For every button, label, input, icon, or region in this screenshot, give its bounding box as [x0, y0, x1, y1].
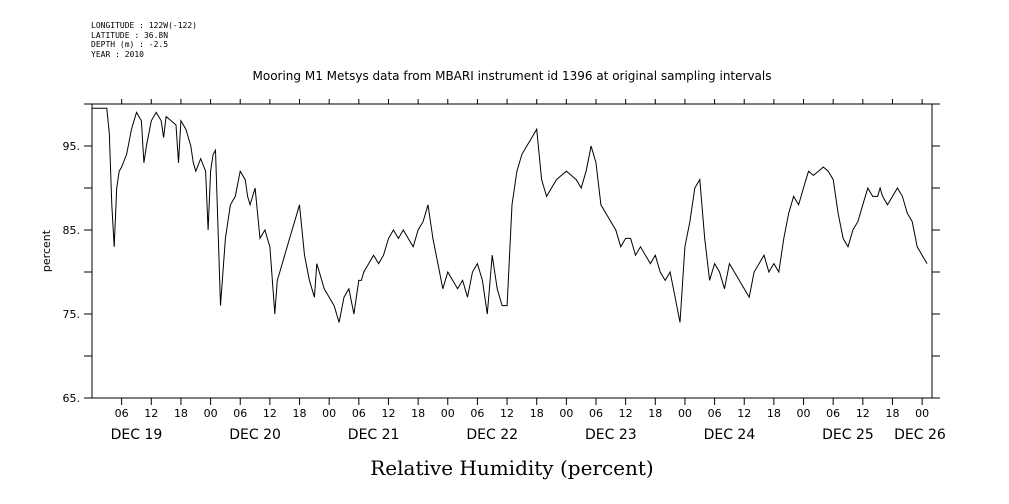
y-tick-label: 85. — [63, 224, 81, 237]
x-tick-label: 06 — [115, 407, 129, 420]
x-tick-label: 00 — [441, 407, 455, 420]
latitude-label: LATITUDE : 36.8N — [91, 30, 169, 40]
x-axis-label: Relative Humidity (percent) — [370, 456, 653, 480]
x-tick-label: 06 — [352, 407, 366, 420]
x-tick-label: 06 — [589, 407, 603, 420]
x-tick-label: 18 — [411, 407, 425, 420]
day-label: DEC 23 — [585, 427, 637, 443]
x-tick-label: 00 — [797, 407, 811, 420]
y-axis: 65. 75. 85. 95. — [63, 103, 940, 405]
day-label: DEC 19 — [111, 427, 163, 443]
x-tick-label: 18 — [174, 407, 188, 420]
day-label: DEC 22 — [466, 427, 518, 443]
x-tick-label: 00 — [204, 407, 218, 420]
x-tick-label: 06 — [233, 407, 247, 420]
x-tick-label: 00 — [322, 407, 336, 420]
x-tick-label: 00 — [915, 407, 929, 420]
y-tick-label: 65. — [63, 392, 81, 405]
humidity-series-line — [92, 107, 928, 323]
day-label: DEC 20 — [229, 427, 281, 443]
x-tick-label: 12 — [263, 407, 277, 420]
year-label: YEAR : 2010 — [91, 49, 144, 59]
day-label: DEC 25 — [822, 427, 874, 443]
x-tick-label: 12 — [381, 407, 395, 420]
y-axis-label: percent — [40, 229, 53, 272]
x-tick-label: 18 — [767, 407, 781, 420]
x-tick-label: 12 — [144, 407, 158, 420]
metadata-block: LONGITUDE : 122W(-122) LATITUDE : 36.8N … — [91, 21, 197, 59]
x-tick-label: 12 — [737, 407, 751, 420]
depth-label: DEPTH (m) : -2.5 — [91, 40, 169, 49]
x-axis: 06 12 18 00 06 12 18 00 06 12 18 00 06 12 18 00 06 12 18 00… — [111, 99, 946, 443]
x-tick-label: 06 — [826, 407, 840, 420]
plot-frame — [91, 103, 933, 399]
x-tick-label: 00 — [559, 407, 573, 420]
y-tick-label: 75. — [63, 308, 81, 321]
x-tick-label: 18 — [530, 407, 544, 420]
x-tick-label: 06 — [470, 407, 484, 420]
x-tick-label: 18 — [293, 407, 307, 420]
x-tick-label: 06 — [708, 407, 722, 420]
x-tick-label: 00 — [678, 407, 692, 420]
longitude-label: LONGITUDE : 122W(-122) — [91, 21, 197, 30]
y-tick-label: 95. — [63, 140, 81, 153]
day-label: DEC 24 — [704, 427, 756, 443]
x-tick-label: 12 — [856, 407, 870, 420]
day-label: DEC 26 — [894, 427, 946, 443]
x-tick-label: 12 — [500, 407, 514, 420]
x-tick-label: 18 — [885, 407, 899, 420]
chart-title: Mooring M1 Metsys data from MBARI instru… — [253, 69, 772, 83]
day-label: DEC 21 — [348, 427, 400, 443]
x-tick-label: 18 — [648, 407, 662, 420]
x-tick-label: 12 — [619, 407, 633, 420]
